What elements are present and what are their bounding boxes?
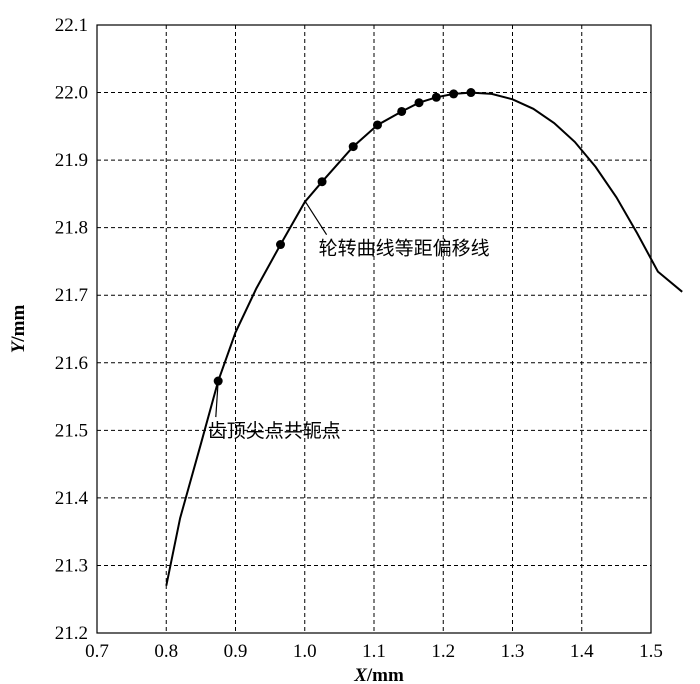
y-tick-label: 21.4: [55, 488, 89, 509]
x-tick-label: 0.8: [154, 641, 178, 662]
y-tick-label: 22.1: [55, 15, 88, 36]
data-point: [397, 106, 407, 116]
x-tick-label: 1.5: [639, 641, 663, 662]
annotation-leader-line: [215, 380, 219, 418]
data-point: [466, 88, 476, 98]
y-tick-label: 22.0: [55, 83, 88, 104]
x-tick-label: 0.7: [85, 641, 109, 662]
y-tick-labels: 21.2 21.3 21.4 21.5 21.6 21.7 21.8 21.9 22.0 22.1: [55, 15, 89, 644]
data-point: [348, 142, 358, 152]
y-tick-label: 21.9: [55, 150, 88, 171]
x-tick-label: 1.1: [362, 641, 386, 662]
data-point: [449, 89, 459, 99]
y-tick-label: 21.7: [55, 285, 88, 306]
plot-frame: [96, 24, 652, 634]
data-point: [276, 240, 286, 250]
data-point: [317, 177, 327, 187]
data-point: [414, 98, 424, 108]
x-tick-label: 1.2: [431, 641, 455, 662]
x-tick-label: 1.3: [501, 641, 525, 662]
annotation-label: 齿顶尖点共轭点: [208, 420, 341, 442]
y-tick-label: 21.8: [55, 218, 88, 239]
y-tick-label: 21.6: [55, 353, 88, 374]
grid-lines: [97, 25, 651, 633]
offset-curve-line: [165, 91, 683, 586]
y-axis-title: Y/mm: [8, 305, 29, 354]
x-axis-title: X/mm: [353, 665, 404, 684]
annotation-label: 轮转曲线等距偏移线: [319, 238, 490, 260]
annotation-leader-line: [304, 200, 328, 236]
y-tick-label: 21.3: [55, 555, 88, 576]
y-tick-label: 21.5: [55, 420, 88, 441]
x-tick-labels: 0.7 0.8 0.9 1.0 1.1 1.2 1.3 1.4 1.5: [85, 641, 663, 662]
x-tick-label: 1.4: [570, 641, 594, 662]
x-tick-label: 0.9: [224, 641, 248, 662]
y-tick-label: 21.2: [55, 623, 88, 644]
data-point: [431, 92, 441, 102]
x-tick-label: 1.0: [293, 641, 317, 662]
data-point: [372, 120, 382, 130]
